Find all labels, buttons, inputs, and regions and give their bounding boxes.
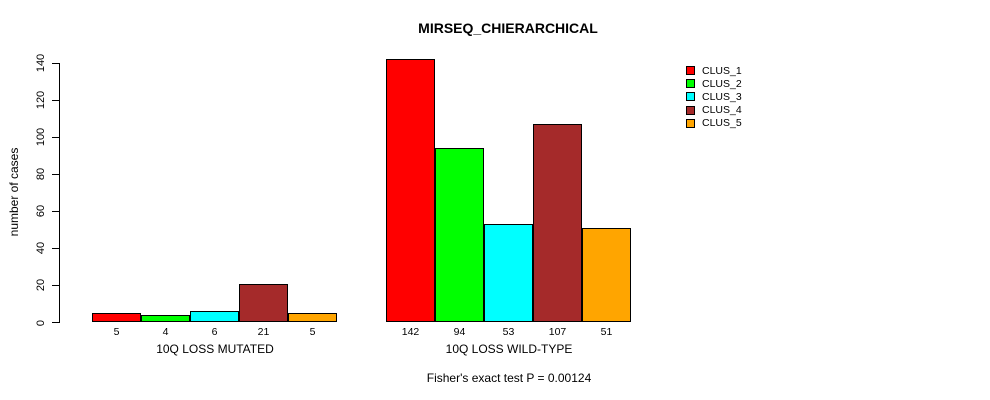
legend-item-clus_2: CLUS_2 xyxy=(686,77,742,90)
bar-value-label: 6 xyxy=(211,325,218,338)
legend-label: CLUS_5 xyxy=(702,117,742,130)
legend-label: CLUS_4 xyxy=(702,104,742,117)
chart-subtitle: Fisher's exact test P = 0.00124 xyxy=(426,371,592,385)
bar-clus_2-group1 xyxy=(141,315,190,323)
bar-value-label: 53 xyxy=(502,325,515,338)
y-axis-line xyxy=(59,63,60,323)
bar-clus_2-group2 xyxy=(435,148,484,323)
y-tick-mark xyxy=(52,322,60,323)
legend-swatch-clus_5 xyxy=(686,118,695,128)
y-tick-label: 20 xyxy=(35,279,47,292)
legend-swatch-clus_3 xyxy=(686,92,695,102)
y-tick-mark xyxy=(52,136,60,138)
y-tick-label: 60 xyxy=(35,205,47,218)
y-tick-mark xyxy=(52,284,60,286)
y-axis-title: number of cases xyxy=(7,147,21,237)
legend-item-clus_3: CLUS_3 xyxy=(686,90,742,103)
legend-label: CLUS_3 xyxy=(702,90,742,103)
bar-clus_3-group2 xyxy=(484,224,533,323)
bar-clus_5-group2 xyxy=(582,227,631,323)
legend-item-clus_1: CLUS_1 xyxy=(686,64,742,77)
bar-value-label: 5 xyxy=(113,325,120,338)
y-tick-label: 0 xyxy=(35,319,47,326)
y-tick-label: 80 xyxy=(35,168,47,181)
legend-swatch-clus_2 xyxy=(686,79,695,89)
bar-value-label: 94 xyxy=(453,325,466,338)
y-tick-mark xyxy=(52,99,60,101)
y-tick-label: 120 xyxy=(35,90,47,110)
bar-value-label: 4 xyxy=(162,325,169,338)
legend-item-clus_5: CLUS_5 xyxy=(686,117,742,130)
y-tick-mark xyxy=(52,62,60,64)
bar-clus_1-group1 xyxy=(92,313,141,323)
y-tick-label: 140 xyxy=(35,53,47,73)
legend-swatch-clus_4 xyxy=(686,105,695,115)
bar-clus_1-group2 xyxy=(386,59,435,323)
bar-clus_4-group1 xyxy=(239,283,288,323)
y-tick-mark xyxy=(52,247,60,249)
legend-label: CLUS_2 xyxy=(702,77,742,90)
chart-title: MIRSEQ_CHIERARCHICAL xyxy=(418,20,598,36)
y-tick-mark xyxy=(52,210,60,212)
x-group-label-wildtype: 10Q LOSS WILD-TYPE xyxy=(445,342,573,356)
legend-label: CLUS_1 xyxy=(702,64,742,77)
x-group-label-mutated: 10Q LOSS MUTATED xyxy=(156,342,274,356)
bar-value-label: 5 xyxy=(309,325,316,338)
y-tick-mark xyxy=(52,173,60,175)
legend-item-clus_4: CLUS_4 xyxy=(686,104,742,117)
bar-value-label: 142 xyxy=(401,325,420,338)
legend-swatch-clus_1 xyxy=(686,66,695,75)
bar-value-label: 21 xyxy=(257,325,270,338)
y-tick-label: 40 xyxy=(35,242,47,255)
bar-clus_4-group2 xyxy=(533,124,582,323)
y-tick-label: 100 xyxy=(35,127,47,147)
bar-clus_5-group1 xyxy=(288,313,337,323)
bar-clus_3-group1 xyxy=(190,311,239,323)
bar-value-label: 51 xyxy=(600,325,613,338)
bar-value-label: 107 xyxy=(548,325,567,338)
